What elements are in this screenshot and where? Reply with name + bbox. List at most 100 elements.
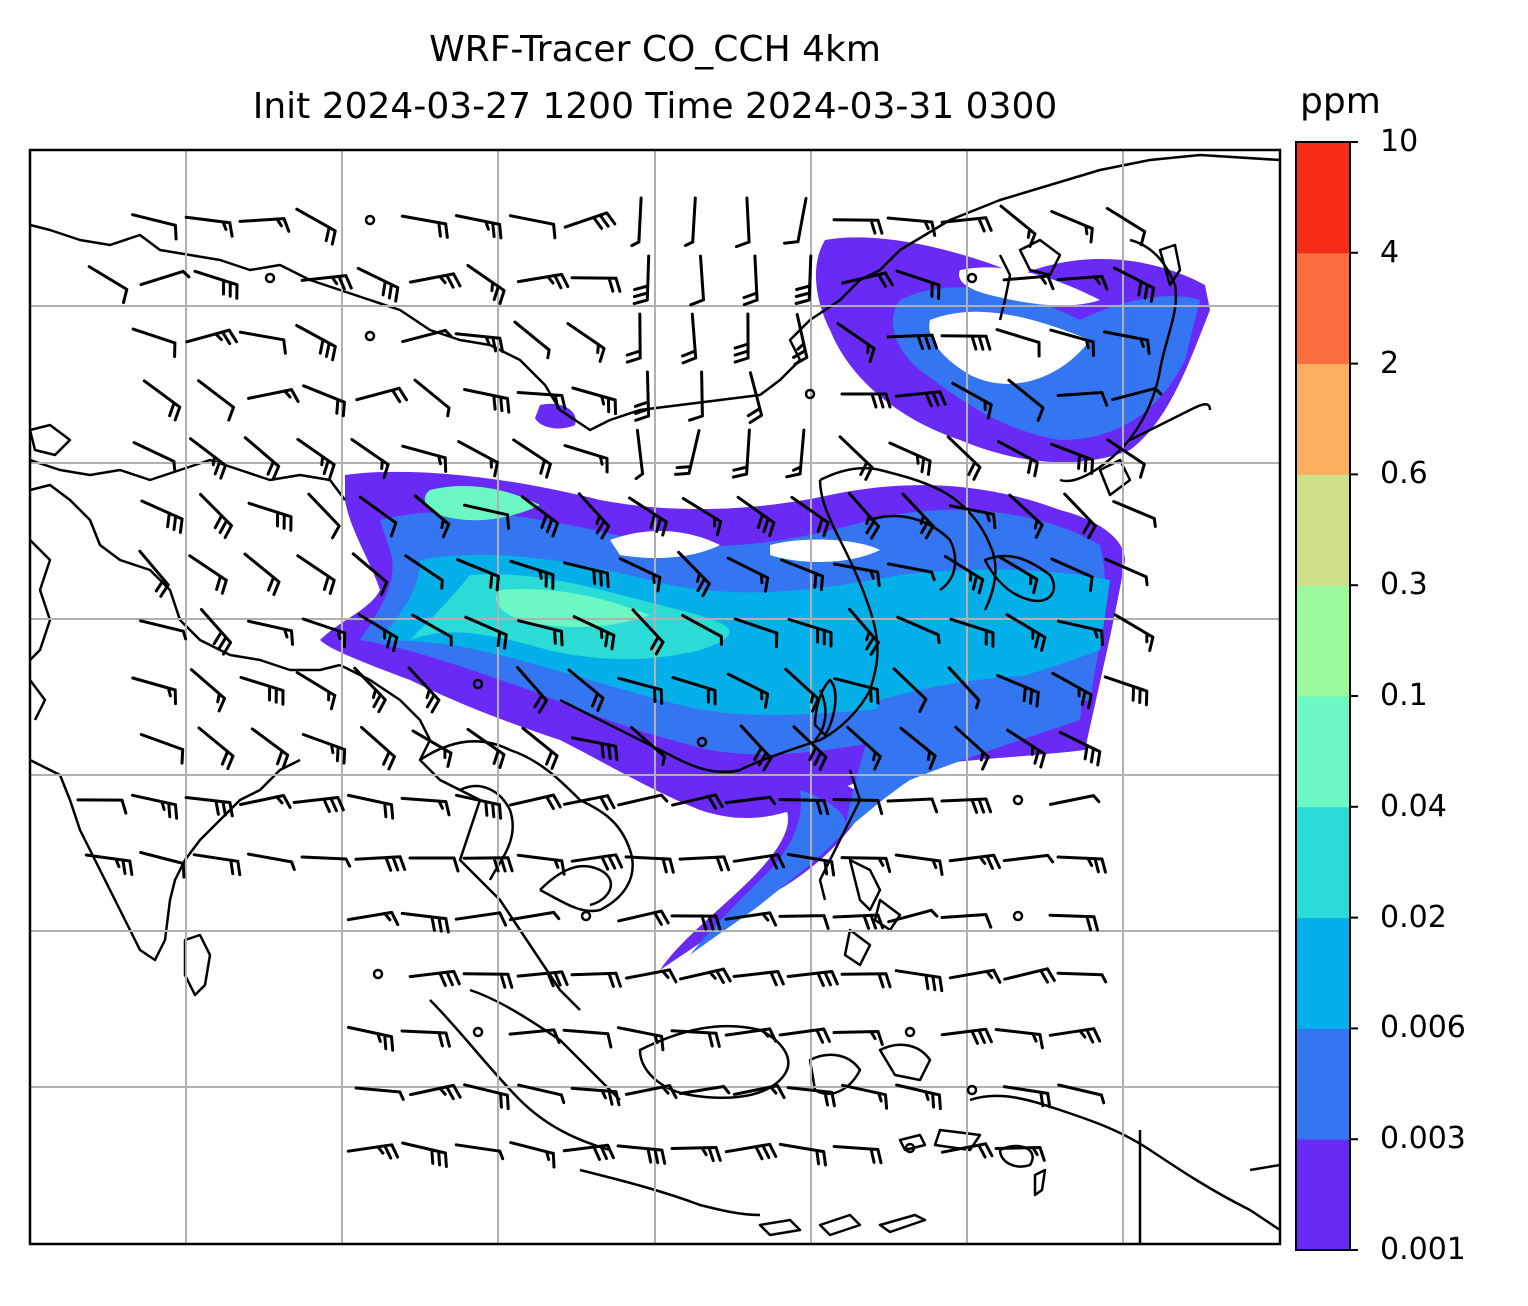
wind-barb [832, 1030, 884, 1046]
wind-barb [238, 217, 291, 233]
wind-barb [131, 327, 177, 358]
wind-barb [1002, 274, 1055, 291]
wind-barb [832, 562, 881, 587]
wind-barb [243, 552, 281, 596]
wind-barb [726, 556, 770, 593]
colorbar-segment [1296, 474, 1350, 586]
wind-barb [193, 269, 239, 300]
wind-barb [1002, 853, 1055, 864]
wind-barb [520, 495, 560, 538]
wind-barb [192, 853, 242, 877]
wind-barb [628, 496, 668, 537]
wind-barb [792, 313, 809, 366]
wind-barb [1049, 328, 1095, 357]
wind-barb [784, 667, 820, 713]
wind-barb [1056, 971, 1108, 984]
wind-barb [400, 796, 451, 817]
colorbar-tick-label: 0.6 [1380, 456, 1428, 492]
wind-barb [454, 1143, 505, 1161]
wind-barb [951, 381, 993, 420]
wind-barb [184, 215, 234, 238]
wind-barb [786, 970, 839, 987]
wind-barb [463, 503, 510, 530]
wind-barb [681, 312, 698, 365]
wind-barb [351, 552, 389, 597]
wind-barb [886, 797, 939, 814]
wind-barb [1112, 266, 1156, 303]
wind-barb [463, 388, 511, 414]
wind-barb [566, 322, 606, 363]
wind-barb [411, 729, 453, 768]
calm-wind-marker [472, 1026, 484, 1038]
calm-wind-marker [472, 678, 484, 690]
wind-barb [940, 216, 993, 233]
wind-barb [189, 437, 227, 480]
wind-barb [1057, 1083, 1106, 1105]
wind-barb [616, 1026, 665, 1052]
wind-barb [463, 1083, 510, 1111]
wind-barb [847, 492, 881, 540]
wind-barb [513, 320, 551, 360]
wind-barb [888, 441, 932, 476]
wind-barb [188, 554, 228, 595]
wind-barb [563, 444, 609, 474]
colorbar-segment [1296, 1028, 1350, 1140]
wind-barb [347, 1025, 395, 1052]
wind-barb [454, 911, 508, 927]
wind-barb [408, 856, 460, 873]
wind-barb [778, 798, 830, 816]
wind-barb [832, 913, 885, 930]
wind-barb [739, 724, 773, 772]
wind-barb [521, 726, 559, 770]
wind-barb [943, 554, 985, 595]
wind-barb [464, 615, 508, 650]
wind-barb [736, 495, 776, 538]
wind-barb [138, 549, 170, 598]
wind-barb [996, 674, 1040, 708]
wind-barb [624, 855, 675, 874]
wind-barb [456, 558, 500, 592]
wind-barb [139, 851, 186, 879]
colorbar-segment [1296, 806, 1350, 919]
colorbar-tick-label: 4 [1380, 234, 1400, 270]
wind-barb [631, 608, 665, 656]
wind-barb [508, 910, 561, 922]
wind-barb [512, 438, 552, 479]
wind-barb [577, 492, 611, 540]
wind-barb [1106, 438, 1146, 479]
wind-barb [940, 1027, 993, 1045]
wind-barb [570, 853, 624, 871]
wind-barb [296, 437, 336, 479]
wind-barb [409, 1083, 462, 1101]
wind-barb [247, 388, 300, 403]
wind-barb [832, 798, 884, 816]
wind-barb [295, 671, 337, 711]
calm-wind-marker [1012, 794, 1024, 806]
wind-barb [139, 733, 185, 765]
wind-barb [901, 492, 935, 540]
colorbar-segment [1296, 917, 1350, 1029]
wind-barb [567, 668, 605, 712]
map-subtitle: Init 2024-03-27 1200 Time 2024-03-31 030… [252, 86, 1058, 127]
wind-barb [886, 333, 938, 350]
wind-barb [946, 435, 982, 481]
wind-barb [724, 911, 778, 927]
wind-barb [358, 495, 398, 538]
wind-barb [994, 1146, 1046, 1162]
wind-barb [792, 725, 828, 771]
wind-barb [295, 324, 337, 362]
wind-barb [895, 1083, 942, 1111]
wind-barb [1051, 671, 1093, 710]
wind-barb [76, 798, 128, 815]
wind-barb [356, 266, 400, 303]
wind-barb [778, 1142, 827, 1167]
wind-barb [836, 322, 876, 363]
wind-barb [301, 733, 347, 765]
wind-barb [630, 726, 666, 766]
wind-barb [238, 330, 287, 355]
wind-barb [239, 675, 285, 706]
wind-barb [886, 216, 937, 237]
wind-barb [948, 853, 1001, 870]
wind-barb [670, 1146, 722, 1163]
wind-barb [947, 666, 981, 710]
